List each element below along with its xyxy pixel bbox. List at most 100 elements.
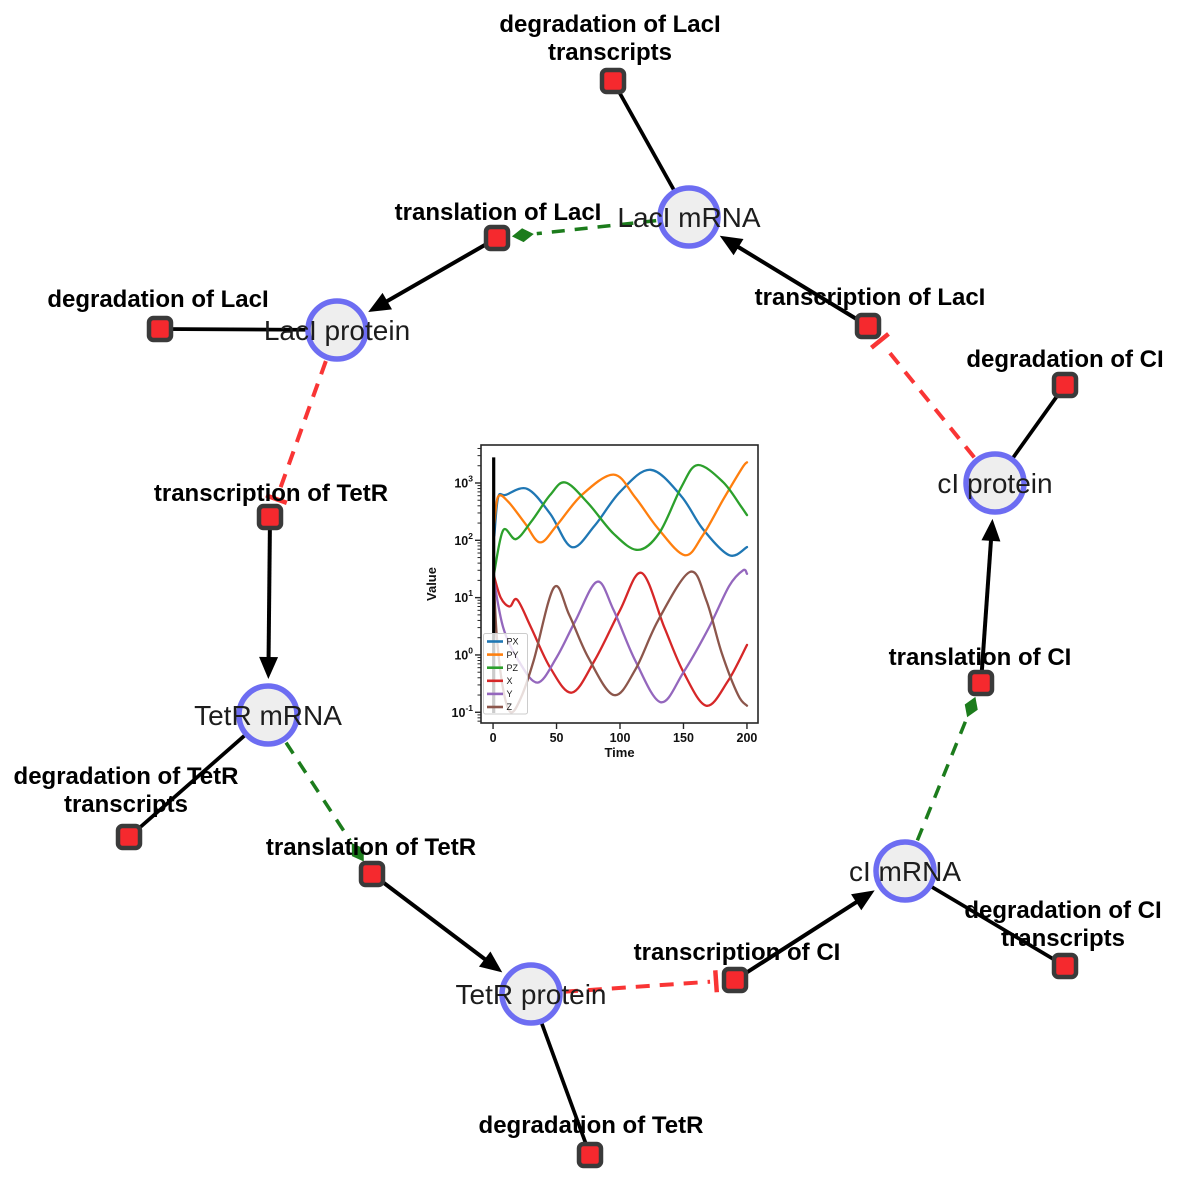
reaction-node-deg-laci-transcripts	[599, 67, 627, 95]
y-axis: 10-1 100 101 102 103 Value	[424, 447, 481, 722]
edge-line	[276, 360, 328, 495]
reaction-label-transcription-laci: transcription of LacI	[755, 284, 986, 311]
y-tick-label: 103	[454, 473, 473, 490]
edge-line	[733, 896, 864, 982]
edge-line	[882, 344, 976, 459]
species-label-ci-mrna: cI mRNA	[849, 856, 961, 887]
x-tick-label: 150	[673, 731, 694, 745]
reaction-label-deg-laci-transcripts: degradation of LacI	[499, 11, 720, 38]
reaction-label-deg-laci: degradation of LacI	[47, 286, 268, 313]
y-tick-label: 100	[454, 645, 473, 662]
x-axis-label: Time	[604, 745, 634, 760]
species-node-tetr-protein	[499, 962, 563, 1026]
arrowhead-icon	[478, 951, 503, 973]
edge-line	[563, 979, 711, 994]
reaction-label-translation-laci: translation of LacI	[395, 199, 602, 226]
inset-chart: 0 50 100 150 200Time10-1100101102103ValuePXP…	[424, 431, 778, 799]
arrowhead-icon	[259, 656, 279, 680]
edge-line	[915, 719, 968, 842]
activation-arrowhead-icon	[964, 696, 978, 718]
edge-line	[611, 80, 676, 191]
inset-chart-background	[426, 431, 778, 799]
edge-line	[284, 741, 352, 842]
reaction-label-translation-tetr: translation of TetR	[266, 834, 476, 861]
edge-inhibition-laci-protein-transcription-tetr	[265, 360, 328, 505]
edge-link-laci-mrna-deg-laci-transcripts	[611, 80, 676, 191]
edge-line	[370, 872, 493, 966]
edge-link-laci-protein-deg-laci	[159, 327, 307, 332]
y-tick-label: 101	[454, 588, 473, 605]
edge-link-tetr-mrna-deg-tetr-transcripts	[127, 734, 246, 839]
reaction-label-deg-laci-transcripts-line2: transcripts	[548, 39, 672, 66]
legend-box	[483, 633, 528, 715]
reaction-label-deg-ci: degradation of CI	[966, 346, 1163, 373]
reaction-node-deg-tetr	[576, 1141, 604, 1169]
species-label-ci-protein: cI protein	[937, 468, 1052, 499]
reaction-label-deg-tetr: degradation of TetR	[479, 1112, 704, 1139]
x-axis: 0 50 100 150 200 Time	[490, 723, 757, 760]
legend-label-Y: Y	[507, 689, 513, 699]
series-line-X	[492, 571, 749, 707]
species-node-laci-mrna	[657, 185, 721, 249]
reaction-node-deg-tetr-transcripts	[115, 823, 143, 851]
edge-activation-tetr-mrna-translation-tetr	[284, 741, 364, 862]
species-node-tetr-mrna	[236, 683, 300, 747]
reaction-node-deg-ci-transcripts	[1051, 952, 1079, 980]
edge-line	[379, 236, 498, 307]
species-node-laci-protein	[305, 298, 369, 362]
y-tick-label: 102	[454, 531, 473, 548]
edge-line	[539, 1022, 592, 1156]
reaction-label-deg-tetr-transcripts: degradation of TetR	[14, 763, 239, 790]
edge-line	[930, 885, 1066, 968]
reaction-node-translation-ci	[967, 669, 995, 697]
reaction-node-translation-tetr	[358, 860, 386, 888]
edge-inhibition-tetr-protein-transcription-ci	[563, 970, 720, 994]
legend-label-PZ: PZ	[507, 663, 519, 673]
edge-production-transcription-laci-laci-mrna	[719, 235, 870, 328]
inhibition-tee-icon	[869, 332, 890, 350]
edge-production-transcription-ci-ci-mrna	[733, 890, 875, 982]
edges-layer	[127, 80, 1067, 1156]
reaction-node-translation-laci	[483, 224, 511, 252]
x-tick-label: 50	[550, 731, 564, 745]
edge-line	[536, 218, 657, 236]
inhibition-tee-icon	[265, 493, 288, 505]
arrowhead-icon	[981, 518, 1001, 542]
activation-arrowhead-icon	[511, 228, 534, 243]
y-tick-label: 10-1	[452, 703, 474, 720]
species-label-tetr-protein: TetR protein	[456, 979, 607, 1010]
edge-line	[127, 734, 246, 839]
reaction-node-transcription-tetr	[256, 503, 284, 531]
edge-production-translation-tetr-tetr-protein	[370, 872, 503, 973]
reaction-node-transcription-laci	[854, 312, 882, 340]
legend-label-PY: PY	[507, 650, 519, 660]
species-label-tetr-mrna: TetR mRNA	[194, 700, 342, 731]
edge-link-tetr-protein-deg-tetr	[539, 1022, 592, 1156]
reaction-label-deg-tetr-transcripts-line2: transcripts	[64, 791, 188, 818]
reaction-node-deg-ci	[1051, 371, 1079, 399]
reaction-node-deg-laci	[146, 315, 174, 343]
edge-line	[979, 532, 994, 684]
series-line-PZ	[493, 463, 749, 574]
series-line-PY	[493, 461, 749, 557]
edge-activation-laci-mrna-translation-laci	[511, 218, 657, 243]
chart-legend: PX PY PZ XYZ	[483, 633, 528, 715]
reaction-label-translation-ci: translation of CI	[889, 644, 1072, 671]
arrowhead-icon	[719, 235, 744, 256]
edge-line	[730, 241, 870, 328]
edge-production-translation-ci-ci-protein	[979, 518, 1001, 684]
legend-label-X: X	[507, 676, 513, 686]
species-node-ci-mrna	[873, 839, 937, 903]
x-tick-label: 0	[490, 731, 497, 745]
reaction-node-transcription-ci	[721, 966, 749, 994]
series-line-PX	[493, 468, 749, 557]
species-label-laci-mrna: LacI mRNA	[617, 202, 760, 233]
species-label-laci-protein: LacI protein	[264, 315, 410, 346]
edge-activation-ci-mrna-translation-ci	[915, 696, 978, 842]
edge-link-ci-mrna-deg-ci-transcripts	[930, 885, 1066, 968]
reaction-label-transcription-tetr: transcription of TetR	[154, 480, 388, 507]
legend-label-Z: Z	[507, 702, 513, 712]
x-tick-label: 100	[610, 731, 631, 745]
